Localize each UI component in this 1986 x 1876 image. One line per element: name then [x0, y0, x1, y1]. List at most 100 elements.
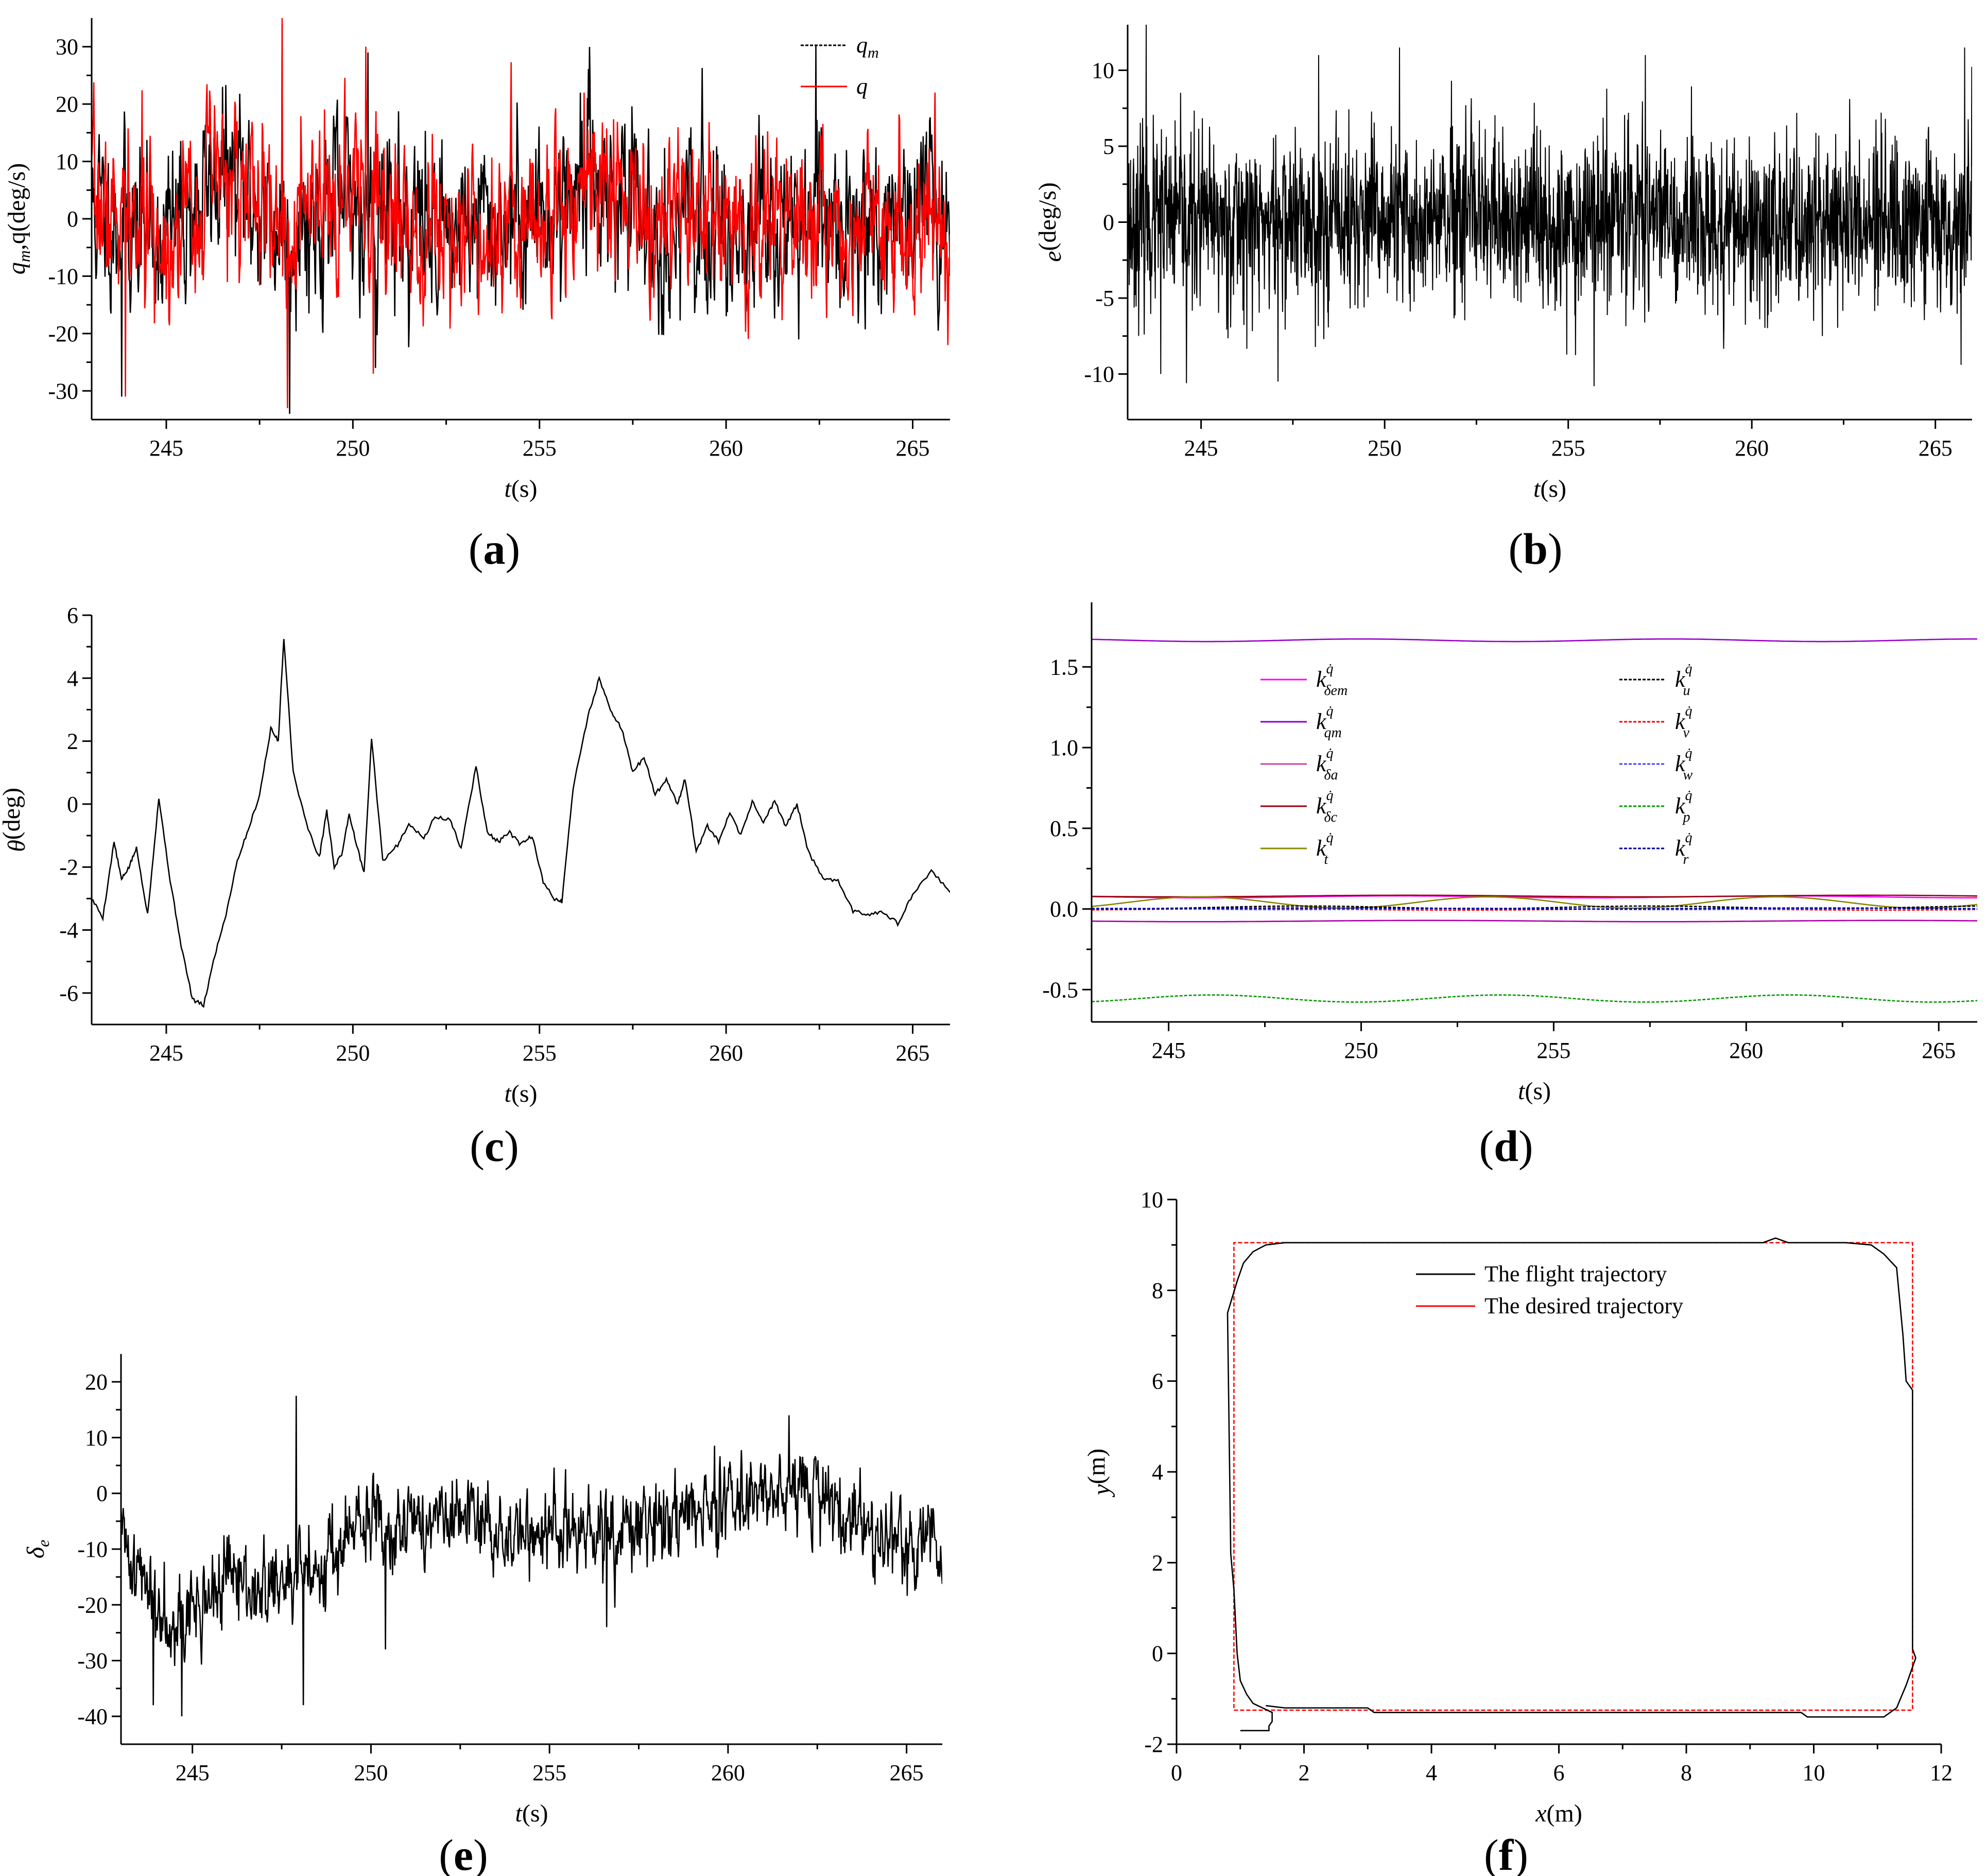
- series-line-k_r: [1092, 907, 1977, 910]
- legend-entry-main: k: [1675, 793, 1686, 819]
- series-line-k_p: [1092, 994, 1977, 1003]
- panel-label-close: ): [504, 1121, 519, 1171]
- legend-entry-sup: q̇: [1326, 661, 1334, 677]
- panel-label-letter: c: [485, 1121, 504, 1171]
- y-tick-label: 0: [96, 1481, 108, 1506]
- panel-label: (e): [439, 1830, 488, 1876]
- legend-entry-sub: r: [1683, 852, 1689, 867]
- panel-label-open: (: [1484, 1830, 1499, 1876]
- panel-label-open: (: [1479, 1121, 1494, 1171]
- y-tick-label: 10: [85, 1425, 108, 1450]
- x-tick-label: 250: [1368, 436, 1402, 461]
- y-tick-label: -4: [59, 918, 78, 943]
- legend-entry-main: q: [856, 32, 868, 58]
- panel-label-close: ): [1548, 524, 1563, 574]
- y-tick-label: 0: [1152, 1641, 1163, 1666]
- legend-entry-main: k: [1316, 793, 1327, 819]
- panel-label-open: (: [1508, 524, 1523, 574]
- panel-label-close: ): [473, 1830, 488, 1876]
- x-tick-label: 6: [1553, 1760, 1565, 1785]
- x-tick-label: 245: [1152, 1038, 1186, 1063]
- legend-entry-label: kq̇ p: [1675, 788, 1693, 825]
- x-tick-label: 255: [523, 1040, 557, 1066]
- panel-label-letter: d: [1494, 1121, 1518, 1171]
- y-tick-label: -40: [77, 1704, 108, 1729]
- panel-label-letter: b: [1523, 524, 1548, 574]
- x-axis-label: t(s): [1518, 1078, 1551, 1105]
- series-line-k_t: [1092, 896, 1977, 909]
- y-tick-label: 1.5: [1050, 654, 1078, 680]
- y-axis-label: θ(deg): [0, 788, 30, 852]
- legend-entry-label: qm: [856, 32, 879, 61]
- legend-entry-main: k: [1675, 751, 1686, 776]
- y-tick-label: 1.0: [1050, 735, 1078, 760]
- series-line-k_δc: [1092, 894, 1977, 898]
- x-tick-label: 255: [1551, 436, 1585, 461]
- x-tick-label: 255: [1536, 1038, 1570, 1063]
- y-axis-label-var: y: [1088, 1484, 1115, 1498]
- y-tick-label: 8: [1152, 1278, 1163, 1303]
- series-line-k_qm: [1092, 638, 1977, 642]
- x-tick-label: 8: [1681, 1760, 1692, 1785]
- panel-label-open: (: [439, 1830, 454, 1876]
- panel-label: (a): [469, 524, 520, 574]
- x-tick-label: 255: [532, 1760, 566, 1785]
- y-tick-label: -10: [1084, 362, 1114, 387]
- x-axis-label-unit: (s): [1540, 475, 1566, 502]
- x-axis-label: t(s): [515, 1800, 548, 1827]
- y-axis-label-var: θ: [3, 840, 30, 852]
- chart-panel-a: 245 250 255 260 265-30-20-100102030t(s)qm,q(…: [3, 18, 950, 574]
- y-axis-label: δe: [22, 1540, 53, 1559]
- y-tick-label: 6: [67, 603, 78, 628]
- legend-entry-main: k: [1316, 709, 1327, 734]
- y-tick-label: -2: [1144, 1732, 1163, 1757]
- x-tick-label: 250: [336, 436, 370, 461]
- y-axis-label-var: e: [1039, 251, 1066, 262]
- panel-label: (b): [1508, 524, 1562, 574]
- legend-entry-sup: q̇: [1685, 788, 1693, 804]
- legend-entry-sup: q̇: [1326, 703, 1334, 719]
- y-tick-label: 30: [56, 34, 78, 60]
- legend-entry-sub: m: [868, 44, 879, 61]
- legend-entry-label: The flight trajectory: [1484, 1261, 1667, 1287]
- x-tick-label: 10: [1803, 1760, 1825, 1785]
- panel-label: (d): [1479, 1121, 1533, 1171]
- y-tick-label: -10: [77, 1537, 108, 1562]
- x-axis-label-var: t: [1518, 1078, 1526, 1105]
- legend-entry-label: kq̇ r: [1675, 830, 1693, 867]
- y-tick-label: 4: [67, 666, 78, 691]
- y-tick-label: 0.5: [1050, 816, 1078, 841]
- panel-label-letter: e: [454, 1830, 473, 1876]
- legend-entry-label: kq̇ qm: [1316, 703, 1342, 741]
- x-tick-label: 2: [1299, 1760, 1310, 1785]
- legend-entry-main: The desired trajectory: [1484, 1293, 1683, 1318]
- x-tick-label: 260: [1729, 1038, 1763, 1063]
- chart-panel-c: 245 250 255 260 265 -6 -4 -2 0 2 4 6 t(s) θ(deg) (c): [0, 603, 950, 1171]
- x-tick-label: 265: [896, 1040, 930, 1066]
- x-tick-label: 260: [709, 1040, 743, 1066]
- legend-entry-main: k: [1675, 836, 1686, 861]
- x-axis-label-unit: (m): [1547, 1800, 1582, 1827]
- x-axis-label-var: x: [1535, 1800, 1546, 1827]
- y-tick-label: 2: [67, 729, 78, 754]
- y-tick-label: -20: [48, 321, 78, 346]
- x-tick-label: 260: [709, 436, 743, 461]
- x-tick-label: 250: [354, 1760, 388, 1785]
- x-tick-label: 260: [1735, 436, 1769, 461]
- legend-entry-label: kq̇ δa: [1316, 745, 1338, 783]
- x-tick-label: 245: [149, 1040, 183, 1066]
- legend-entry-sub: qm: [1324, 725, 1342, 741]
- legend-entry-label: kq̇ δem: [1316, 661, 1348, 699]
- series-line-k_δem: [1092, 895, 1977, 899]
- legend-entry-sup: q̇: [1685, 745, 1693, 761]
- y-tick-label: 0: [67, 792, 78, 817]
- legend-entry-main: k: [1675, 667, 1686, 692]
- legend-entry-label: kq̇ w: [1675, 745, 1693, 783]
- y-tick-label: -30: [48, 378, 78, 404]
- y-axis-label-sub: m: [15, 250, 33, 262]
- x-tick-label: 245: [1184, 436, 1218, 461]
- x-tick-label: 255: [523, 436, 557, 461]
- y-tick-label: -5: [1095, 286, 1114, 311]
- legend-entry-label: kq̇ v: [1675, 703, 1693, 741]
